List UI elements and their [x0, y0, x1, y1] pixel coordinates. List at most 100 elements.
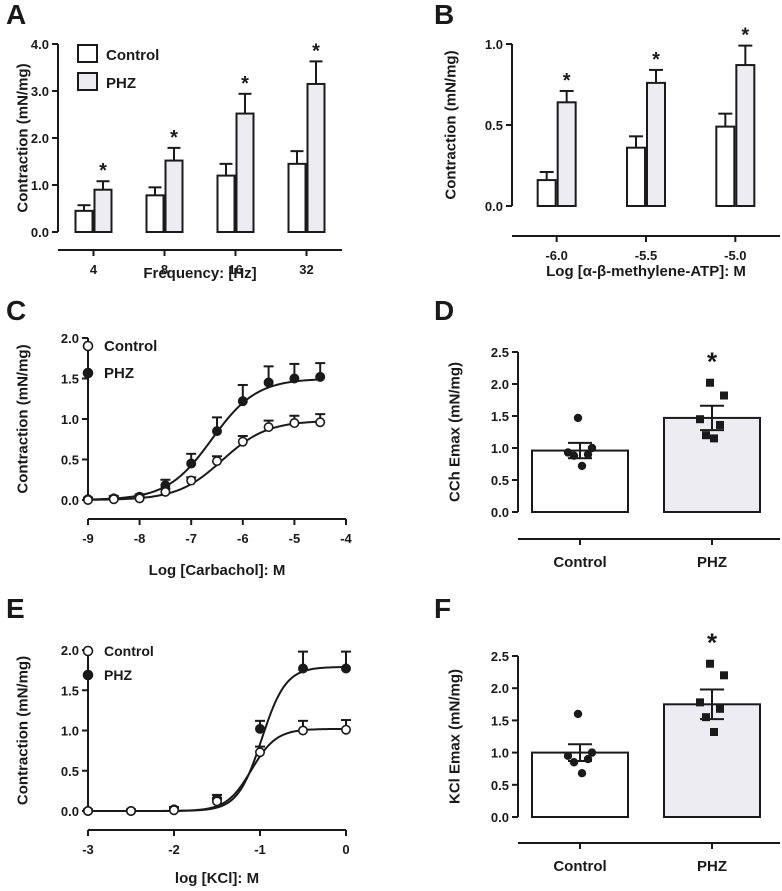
y-tick-label: 0.0	[61, 493, 79, 508]
significance-star: *	[652, 49, 660, 71]
legend-label-phz: PHZ	[104, 667, 132, 683]
data-point-phz	[315, 371, 326, 382]
data-point-control	[134, 493, 145, 504]
individual-point-control	[577, 461, 587, 471]
bar-phz	[663, 703, 761, 818]
x-tick-label: PHZ	[697, 858, 727, 875]
y-tick-label: 2.0	[31, 131, 49, 146]
data-point-control	[186, 475, 197, 486]
x-tick-label: 8	[161, 262, 168, 277]
data-point-control	[340, 724, 351, 735]
data-point-control	[83, 805, 94, 816]
individual-point-control	[587, 443, 597, 453]
y-tick-label: 3.0	[31, 84, 49, 99]
individual-point-phz	[716, 704, 724, 713]
panel-C: C 0.0 0.5 1.0 1.5 2.0 Contraction (mN/mg) -9 -8 -…	[6, 295, 353, 579]
x-tick-label: 16	[228, 262, 242, 277]
bar-control	[74, 209, 94, 234]
panel-E: E 0.0 0.5 1.0 1.5 2.0 Contraction (mN/mg) -3 -2 -…	[6, 593, 351, 887]
individual-point-phz	[710, 434, 718, 443]
individual-point-control	[583, 754, 593, 764]
data-point-control	[263, 422, 274, 433]
legend-marker-phz	[82, 669, 94, 681]
individual-point-phz	[710, 727, 718, 736]
data-point-control	[297, 725, 308, 736]
bar-phz	[235, 112, 255, 233]
bar-phz	[556, 101, 577, 207]
significance-star: *	[241, 73, 249, 95]
x-tick-label: 0	[342, 842, 349, 857]
x-axis	[518, 538, 780, 545]
y-axis-label: Contraction (mN/mg)	[442, 50, 459, 199]
x-axis-label: Log [Carbachol]: M	[149, 562, 286, 579]
x-axis-label: Frequency: [Hz]	[143, 265, 256, 282]
y-tick-label: 1.5	[491, 713, 509, 728]
x-tick-label: -1	[254, 842, 266, 857]
bar-control	[536, 179, 557, 208]
data-point-control	[237, 436, 248, 447]
significance-star: *	[170, 127, 178, 149]
y-axis	[506, 43, 513, 207]
x-tick-label: -9	[82, 531, 94, 546]
legend-marker-control	[82, 340, 94, 352]
bar-control	[145, 194, 165, 233]
data-point-control	[212, 456, 223, 467]
individual-point-phz	[696, 698, 704, 707]
y-tick-label: 1.0	[61, 724, 79, 739]
y-tick-label: 0.5	[491, 473, 509, 488]
x-axis	[518, 842, 780, 849]
x-tick-label: -7	[185, 531, 197, 546]
data-point-control	[255, 747, 266, 758]
x-tick-label: Control	[553, 858, 606, 875]
individual-point-phz	[706, 659, 714, 668]
y-axis-label: Contraction (mN/mg)	[14, 63, 31, 212]
bar-phz	[663, 416, 761, 514]
y-axis	[52, 43, 59, 233]
data-point-control	[160, 486, 171, 497]
data-point-control	[212, 796, 223, 807]
x-tick-label: -2	[168, 842, 180, 857]
fit-curve-phz	[87, 378, 321, 501]
legend-label-control: Control	[104, 643, 154, 659]
individual-point-control	[573, 413, 583, 423]
x-axis	[87, 829, 347, 836]
x-tick-label: -6	[237, 531, 249, 546]
data-point-phz	[297, 663, 308, 674]
individual-point-control	[573, 709, 583, 719]
legend-label-phz: PHZ	[104, 365, 134, 382]
panel-letter: E	[6, 593, 25, 624]
y-tick-label: 0.5	[485, 118, 503, 133]
y-tick-label: 0.0	[485, 199, 503, 214]
legend-marker-phz	[82, 367, 94, 379]
y-axis-label: Contraction (mN/mg)	[14, 344, 31, 493]
fit-curve-control	[87, 420, 321, 501]
y-tick-label: 1.5	[491, 409, 509, 424]
significance-star: *	[741, 25, 749, 47]
y-tick-label: 0.0	[31, 225, 49, 240]
y-tick-label: 0.0	[61, 804, 79, 819]
data-point-phz	[263, 377, 274, 388]
y-axis-label: Contraction (mN/mg)	[14, 656, 31, 805]
bar-control	[531, 751, 629, 818]
bar-phz	[93, 188, 113, 233]
x-tick-label: -6.0	[545, 248, 567, 263]
bar-phz	[306, 82, 326, 233]
bar-control	[287, 162, 307, 234]
y-tick-label: 1.0	[485, 37, 503, 52]
x-axis	[512, 235, 780, 242]
y-tick-label: 1.0	[61, 412, 79, 427]
y-tick-label: 4.0	[31, 37, 49, 52]
data-point-phz	[340, 663, 351, 674]
y-tick-label: 2.0	[61, 643, 79, 658]
bar-phz	[735, 64, 756, 207]
x-axis	[58, 249, 342, 256]
x-axis	[87, 518, 347, 525]
y-axis-label: CCh Emax (mN/mg)	[446, 362, 463, 502]
y-tick-label: 0.5	[61, 453, 79, 468]
y-axis-label: KCl Emax (mN/mg)	[446, 669, 463, 804]
individual-point-phz	[702, 713, 710, 722]
y-tick-label: 1.0	[491, 441, 509, 456]
y-axis	[82, 337, 89, 501]
